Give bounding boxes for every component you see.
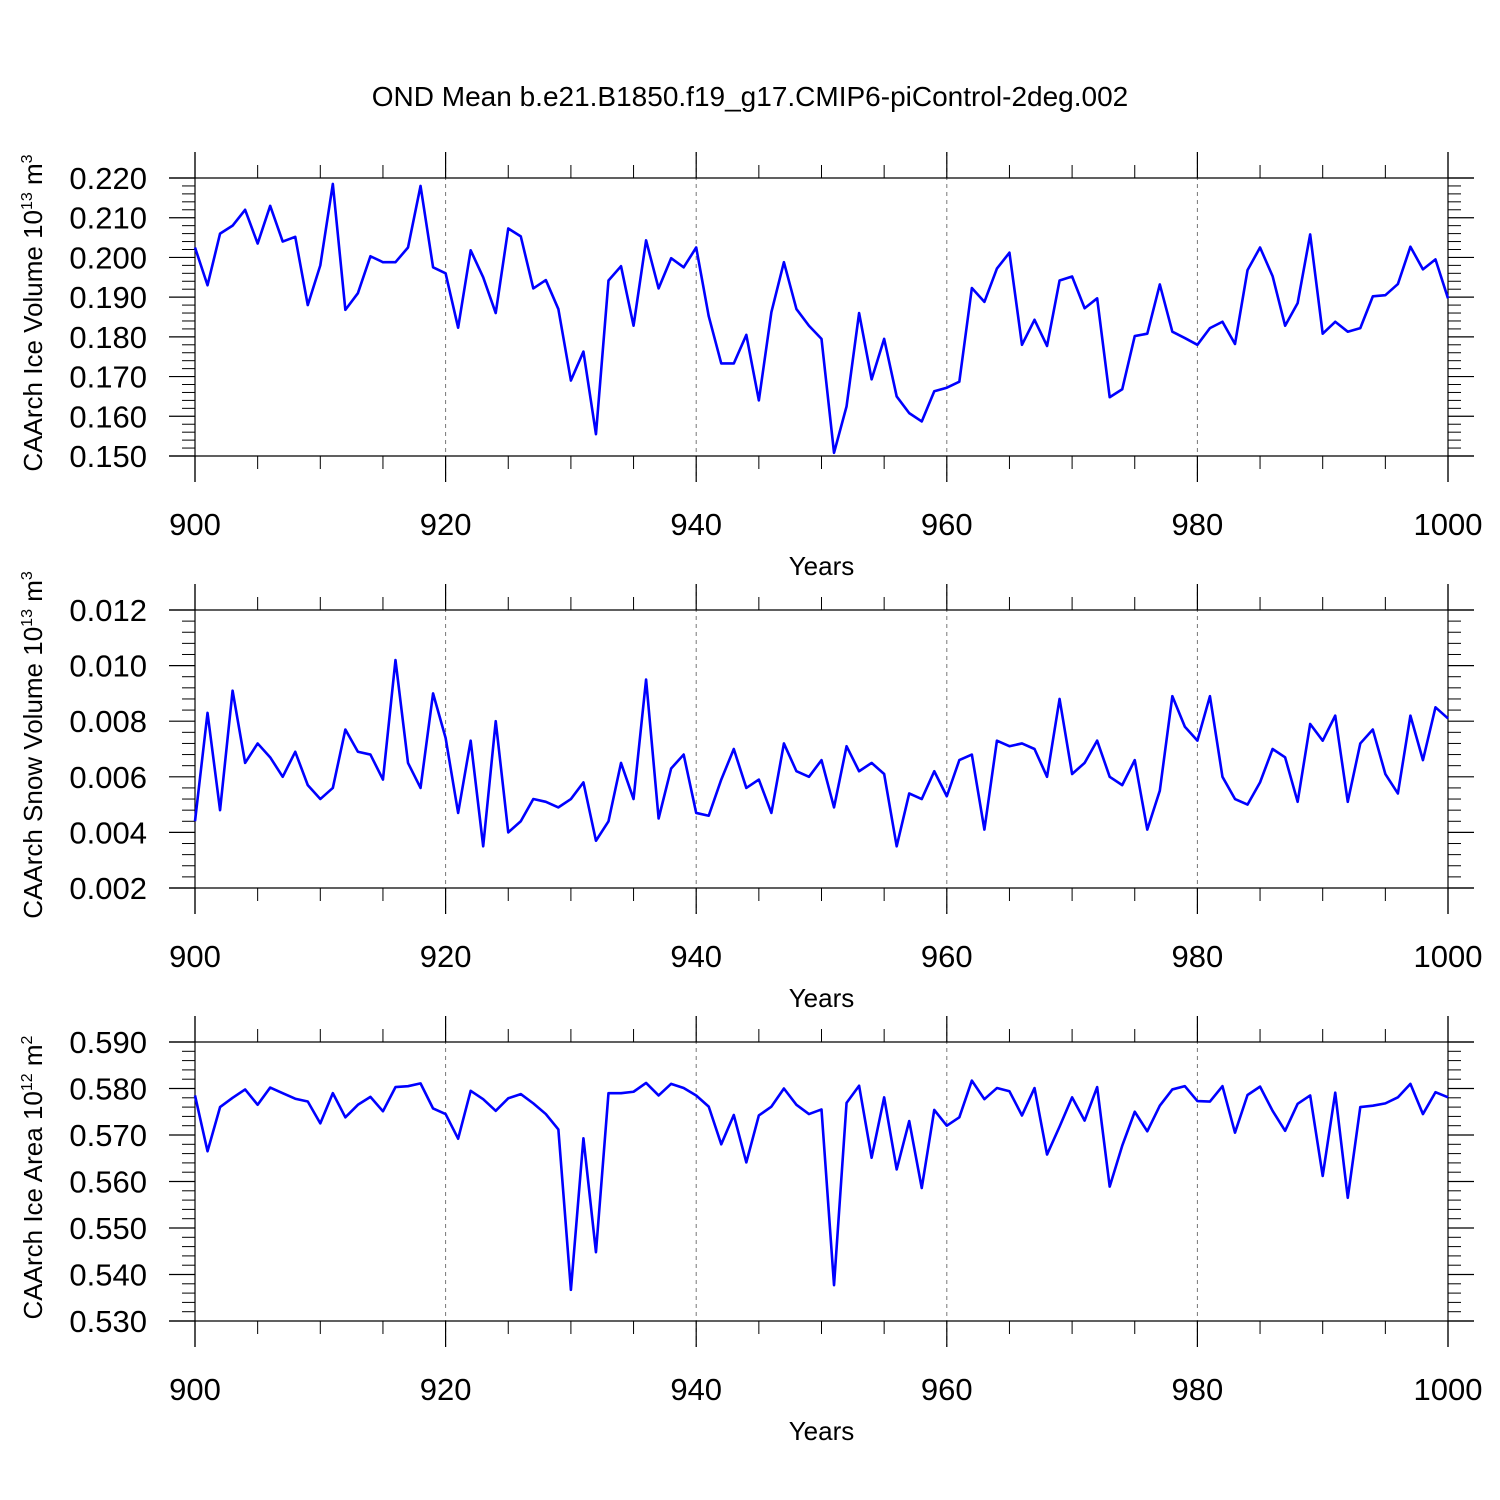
x-tick-label: 940 xyxy=(670,939,722,974)
y-axis-label-part: m xyxy=(18,580,48,609)
y-axis-label-part: CAArch Ice Volume 10 xyxy=(18,210,48,472)
y-tick-label: 0.190 xyxy=(69,280,147,315)
figure-title: OND Mean b.e21.B1850.f19_g17.CMIP6-piCon… xyxy=(372,81,1128,112)
y-tick-label: 0.006 xyxy=(69,760,147,795)
chart-panel-1: 0.150 0.160 0.170 0.180 0.190 0.200 0.210 0.220… xyxy=(18,152,1482,581)
y-tick-label: 0.012 xyxy=(69,593,147,628)
series-line xyxy=(193,658,1449,848)
x-tick-label: 980 xyxy=(1172,1372,1224,1407)
y-tick-label: 0.590 xyxy=(69,1025,147,1060)
y-axis-label-part: m xyxy=(18,1044,48,1073)
chart-panel-3: 0.530 0.540 0.550 0.560 0.570 0.580 0.590 900 92… xyxy=(18,1016,1482,1446)
y-axis-label-part: CAArch Ice Area 10 xyxy=(18,1091,48,1319)
x-tick-label: 920 xyxy=(420,939,472,974)
x-tick-label: 940 xyxy=(670,507,722,542)
x-tick-label: 960 xyxy=(921,1372,973,1407)
y-axis-label-part: CAArch Snow Volume 10 xyxy=(18,627,48,919)
y-tick-label: 0.560 xyxy=(69,1165,147,1200)
y-axis-label-superscript: 3 xyxy=(19,571,36,580)
x-tick-label: 900 xyxy=(169,507,221,542)
chart-panel-2: 0.002 0.004 0.006 0.008 0.010 0.012 900 920 940 9… xyxy=(18,571,1482,1013)
y-tick-label: 0.540 xyxy=(69,1258,147,1293)
x-axis-label: Years xyxy=(789,551,855,581)
x-tick-label: 1000 xyxy=(1414,507,1483,542)
series-line xyxy=(193,1079,1449,1292)
y-axis-label: CAArch Snow Volume 1013 m3 xyxy=(18,571,48,919)
y-tick-label: 0.008 xyxy=(69,704,147,739)
panels-container: 0.150 0.160 0.170 0.180 0.190 0.200 0.210 0.220… xyxy=(18,152,1482,1446)
x-tick-label: 920 xyxy=(420,1372,472,1407)
y-axis-label-superscript: 3 xyxy=(19,154,36,163)
y-tick-label: 0.010 xyxy=(69,649,147,684)
x-tick-label: 920 xyxy=(420,507,472,542)
y-tick-label: 0.530 xyxy=(69,1304,147,1339)
y-tick-label: 0.550 xyxy=(69,1211,147,1246)
y-axis-label-superscript: 2 xyxy=(19,1035,36,1044)
y-axis-label-superscript: 13 xyxy=(19,609,36,627)
y-axis-label-superscript: 13 xyxy=(19,192,36,210)
x-tick-label: 900 xyxy=(169,939,221,974)
x-tick-label: 960 xyxy=(921,507,973,542)
y-tick-label: 0.160 xyxy=(69,399,147,434)
y-tick-label: 0.200 xyxy=(69,240,147,275)
y-axis-label-superscript: 12 xyxy=(19,1073,36,1091)
x-tick-label: 1000 xyxy=(1414,939,1483,974)
y-tick-label: 0.002 xyxy=(69,871,147,906)
y-tick-label: 0.180 xyxy=(69,320,147,355)
y-tick-label: 0.210 xyxy=(69,201,147,236)
x-tick-label: 940 xyxy=(670,1372,722,1407)
y-tick-label: 0.220 xyxy=(69,161,147,196)
y-tick-label: 0.580 xyxy=(69,1072,147,1107)
x-tick-label: 980 xyxy=(1172,939,1224,974)
y-tick-label: 0.004 xyxy=(69,815,147,850)
x-tick-label: 900 xyxy=(169,1372,221,1407)
x-tick-label: 980 xyxy=(1172,507,1224,542)
x-tick-label: 1000 xyxy=(1414,1372,1483,1407)
x-axis-label: Years xyxy=(789,1416,855,1446)
y-axis-label: CAArch Ice Volume 1013 m3 xyxy=(18,154,48,471)
y-axis-label: CAArch Ice Area 1012 m2 xyxy=(18,1035,48,1319)
y-tick-label: 0.570 xyxy=(69,1118,147,1153)
y-tick-label: 0.170 xyxy=(69,360,147,395)
series-line xyxy=(193,182,1450,455)
y-axis-label-part: m xyxy=(18,163,48,192)
x-axis-label: Years xyxy=(789,983,855,1013)
y-tick-label: 0.150 xyxy=(69,439,147,474)
x-tick-label: 960 xyxy=(921,939,973,974)
